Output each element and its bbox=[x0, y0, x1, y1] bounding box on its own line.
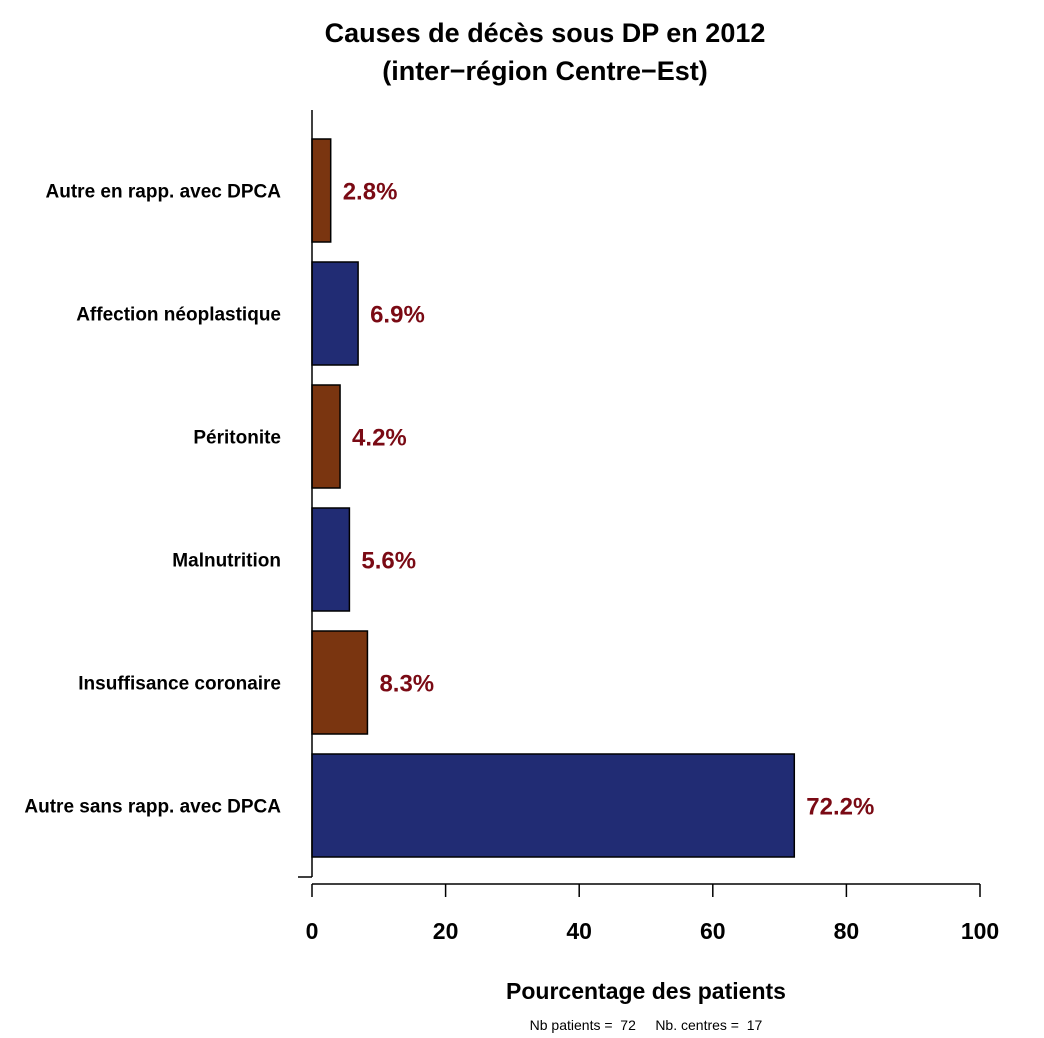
category-label: Affection néoplastique bbox=[76, 305, 281, 326]
data-label: 8.3% bbox=[379, 671, 434, 698]
category-label: Péritonite bbox=[193, 428, 281, 449]
x-tick-label: 100 bbox=[961, 918, 999, 944]
data-label: 6.9% bbox=[370, 302, 425, 329]
bar bbox=[311, 753, 796, 858]
bar bbox=[311, 261, 359, 366]
footnote: Nb patients = 72 Nb. centres = 17 bbox=[530, 1017, 763, 1033]
x-tick-label: 60 bbox=[700, 918, 726, 944]
category-label: Autre sans rapp. avec DPCA bbox=[24, 797, 281, 818]
data-label: 5.6% bbox=[361, 548, 416, 575]
x-tick-label: 0 bbox=[306, 918, 319, 944]
bar bbox=[311, 630, 369, 735]
chart-subtitle: (inter−région Centre−Est) bbox=[382, 56, 708, 86]
x-axis-label: Pourcentage des patients bbox=[506, 978, 786, 1004]
category-label: Malnutrition bbox=[172, 551, 281, 572]
x-tick-label: 80 bbox=[834, 918, 860, 944]
chart-title: Causes de décès sous DP en 2012 bbox=[325, 18, 766, 48]
x-tick-label: 20 bbox=[433, 918, 459, 944]
bar bbox=[311, 507, 351, 612]
data-label: 4.2% bbox=[352, 425, 407, 452]
data-label: 72.2% bbox=[806, 794, 874, 821]
x-tick-label: 40 bbox=[566, 918, 592, 944]
data-label: 2.8% bbox=[343, 179, 398, 206]
bar bbox=[311, 384, 341, 489]
category-label: Autre en rapp. avec DPCA bbox=[46, 182, 282, 203]
bar bbox=[311, 138, 332, 243]
category-label: Insuffisance coronaire bbox=[78, 674, 281, 695]
